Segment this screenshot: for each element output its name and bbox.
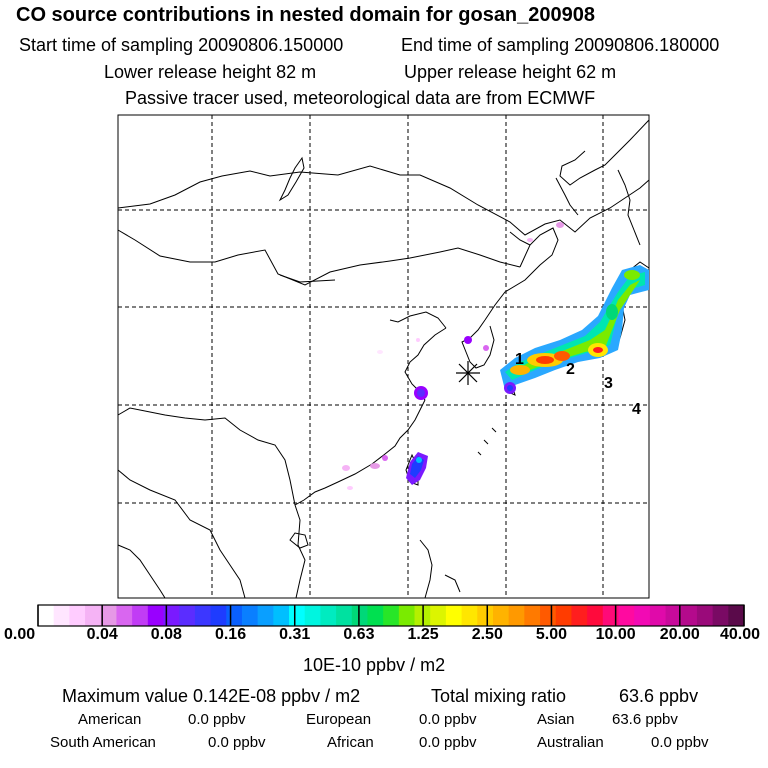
start-time-label: Start time of sampling 20090806.150000 [19,35,344,55]
colorbar-cell [320,605,337,626]
colorbar-cell [383,605,400,626]
colorbar-cell [712,605,729,626]
total-mixing-ratio-label: Total mixing ratio [431,686,567,706]
colorbar-cell [226,605,243,626]
colorbar-cell [210,605,227,626]
colorbar-cell [351,605,369,626]
marker-4: 4 [632,401,641,418]
colorbar-cell [116,605,133,626]
colorbar-cell [571,605,588,626]
colorbar-cell [53,605,70,626]
colorbar-cell [492,605,510,626]
colorbar-tick-label: 1.25 [407,626,439,643]
colorbar-cell [38,605,55,626]
colorbar-tick-label: 0.16 [214,626,247,643]
colorbar-tick-label: 2.50 [471,626,503,643]
colorbar-major-ticks [37,605,745,626]
colorbar-cell [477,605,494,626]
asian-label: Asian [537,711,575,728]
colorbar-unit: 10E-10 ppbv / m2 [303,655,446,675]
colorbar-tick-label: 10.00 [595,626,636,643]
colorbar-cell [508,605,525,626]
colorbar-cell [336,605,353,626]
colorbar-cell [555,605,573,626]
upper-release-height-label: Upper release height 62 m [404,62,617,82]
lower-release-height-label: Lower release height 82 m [104,62,317,82]
colorbar-tick-label: 20.00 [659,626,700,643]
colorbar-cell [179,605,196,626]
colorbar-cell [241,605,259,626]
colorbar-cell [132,605,149,626]
colorbar-tick-label: 5.00 [535,626,568,643]
american-label: American [78,711,142,728]
tracer-note: Passive tracer used, meteorological data… [125,88,596,108]
colorbar-cell [681,605,698,626]
asian-value: 63.6 ppbv [612,711,678,728]
colorbar-cell [618,605,635,626]
colorbar-cell [273,605,290,626]
marker-2: 2 [566,361,575,378]
marker-3: 3 [604,375,613,392]
colorbar-tick-label: 0.63 [343,626,375,643]
marker-1: 1 [515,351,524,368]
colorbar-cell [398,605,416,626]
american-value: 0.0 ppbv [188,711,246,728]
colorbar-cell [304,605,321,626]
colorbar-tick-label: 0.04 [86,626,118,643]
gridlines [118,115,649,598]
colorbar-cell [587,605,604,626]
colorbar-cell [540,605,557,626]
colorbar-cell [194,605,212,626]
contribution-field [342,222,649,490]
colorbar-tick-label: 0.00 [4,626,36,643]
colorbar-cell [634,605,651,626]
colorbar-cell [728,605,745,626]
african-value: 0.0 ppbv [419,734,477,751]
european-label: European [306,711,372,728]
plot-title: CO source contributions in nested domain… [16,4,596,26]
receptor-asterisk-icon [456,361,480,385]
colorbar-cell [163,605,180,626]
australian-label: Australian [537,734,604,751]
colorbar-cell [85,605,102,626]
end-time-label: End time of sampling 20090806.180000 [401,35,720,55]
colorbar-cell [100,605,118,626]
total-mixing-ratio-value: 63.6 ppbv [619,686,699,706]
colorbar-cell [665,605,682,626]
colorbar-cell [69,605,86,626]
colorbar-cell [289,605,306,626]
south-american-label: South American [50,734,156,751]
european-value: 0.0 ppbv [419,711,477,728]
colorbar-tick-label: 40.00 [719,626,760,643]
colorbar-cell [461,605,478,626]
colorbar-cell [147,605,165,626]
colorbar-cell [602,605,620,626]
colorbar-tick-label: 0.08 [150,626,182,643]
colorbar-cell [430,605,447,626]
colorbar-cells [38,605,745,626]
colorbar-cell [649,605,667,626]
south-american-value: 0.0 ppbv [208,734,266,751]
colorbar-cell [524,605,541,626]
colorbar-cell [367,605,384,626]
colorbar-cell [445,605,463,626]
african-label: African [327,734,374,751]
colorbar-cell [257,605,274,626]
colorbar-cell [696,605,714,626]
maximum-value: Maximum value 0.142E-08 ppbv / m2 [62,686,361,706]
australian-value: 0.0 ppbv [651,734,709,751]
colorbar-tick-label: 0.31 [279,626,311,643]
